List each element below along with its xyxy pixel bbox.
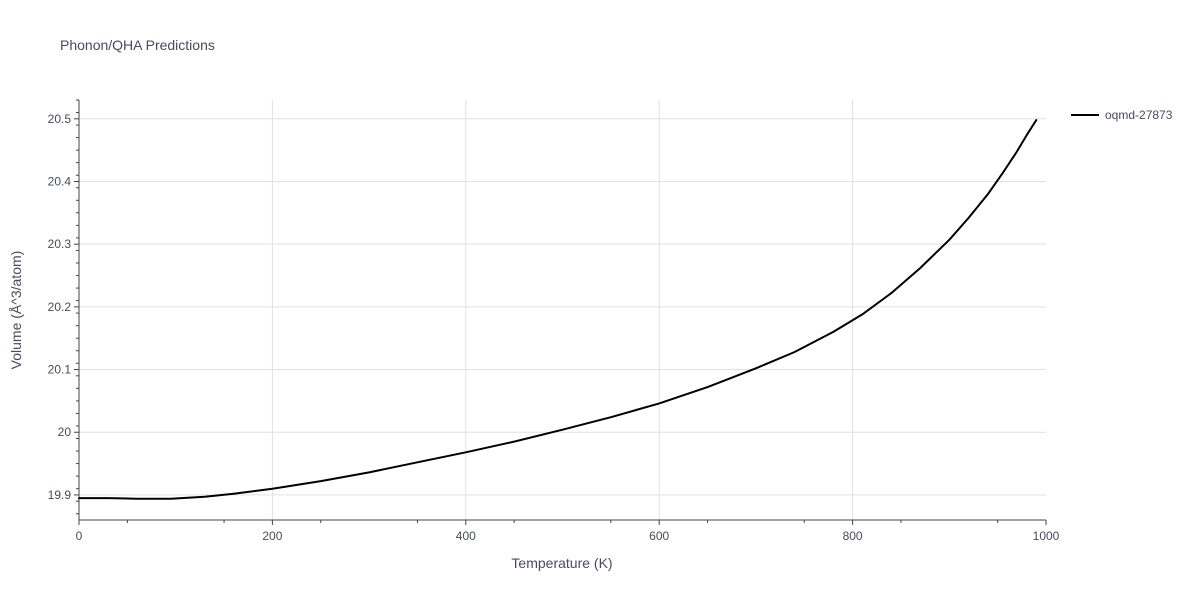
series-line[interactable] [78,119,1038,500]
y-tick-label: 20.1 [48,363,72,377]
y-tick-label: 19.9 [48,488,72,502]
series-layer [78,119,1038,500]
chart-title: Phonon/QHA Predictions [60,37,215,53]
legend[interactable]: oqmd-27873 [1071,108,1173,122]
y-tick-label: 20.2 [48,300,72,314]
legend-item-label: oqmd-27873 [1105,108,1173,122]
x-tick-label: 600 [649,529,669,543]
x-tick-label: 400 [456,529,476,543]
x-tick-label: 0 [76,529,83,543]
y-tick-label: 20 [58,425,72,439]
x-tick-label: 1000 [1033,529,1060,543]
y-axis-label: Volume (Å^3/atom) [8,251,24,370]
x-tick-label: 200 [262,529,282,543]
x-axis-label: Temperature (K) [511,555,612,571]
y-tick-label: 20.3 [48,237,72,251]
x-tick-label: 800 [843,529,863,543]
y-axis: 19.9 20 20.1 20.2 20.3 20.4 20.5 [48,99,79,515]
y-tick-label: 20.4 [48,174,72,188]
x-axis: 0 200 400 600 800 1000 [76,520,1060,543]
y-tick-label: 20.5 [48,112,72,126]
grid [79,100,1046,520]
